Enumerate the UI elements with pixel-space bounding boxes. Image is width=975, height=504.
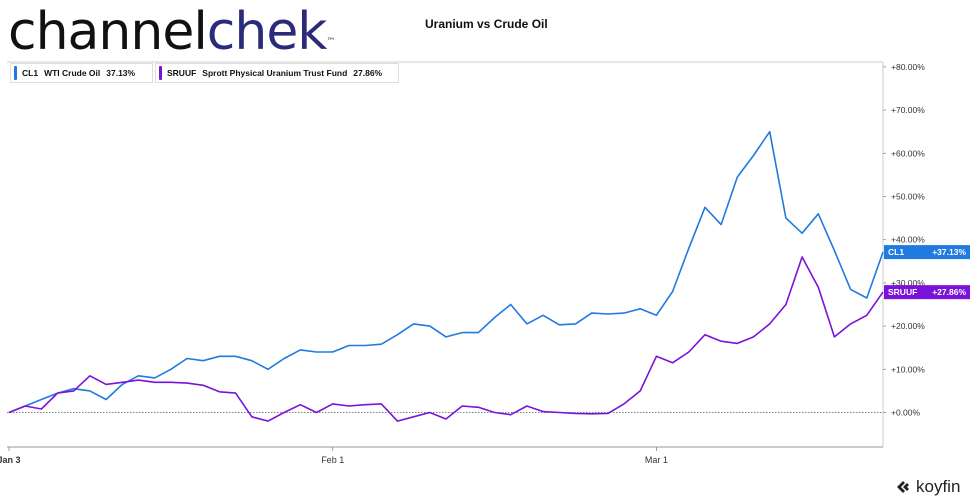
series-line-cl1 [8,130,884,414]
end-label-bg [884,285,970,300]
chart-title: Uranium vs Crude Oil [425,17,548,31]
channelchek-logo: channelchek™ [8,2,335,62]
x-tick-label: Jan 3 [0,455,21,465]
legend-value-sruuf: 27.86% [353,68,383,78]
y-tick-label: +10.00% [891,364,925,374]
legend-name-cl1: WTI Crude Oil [44,68,101,78]
y-tick-label: +70.00% [891,105,925,115]
y-tick-label: +40.00% [891,235,925,245]
y-tick-label: +0.00% [891,408,921,418]
koyfin-brand: koyfin [895,477,960,497]
end-label-cl1: CL1 +37.13% [884,245,970,260]
end-label-value: +37.13% [932,247,966,257]
end-label-sruuf: SRUUF +27.86% [884,285,970,300]
legend-name-sruuf: Sprott Physical Uranium Trust Fund [202,68,348,78]
x-tick-label: Mar 1 [645,455,668,465]
x-tick-label: Feb 1 [321,455,344,465]
legend-ticker-cl1: CL1 [22,68,39,78]
legend-swatch-cl1 [14,66,17,80]
end-label-ticker: SRUUF [888,287,917,297]
brand-name: koyfin [916,477,961,496]
y-tick-label: +60.00% [891,148,925,158]
legend-item-sruuf[interactable]: SRUUF Sprott Physical Uranium Trust Fund… [155,63,399,83]
koyfin-logo-icon [897,481,909,493]
legend-swatch-sruuf [159,66,162,80]
end-label-value: +27.86% [932,287,966,297]
legend-item-cl1[interactable]: CL1 WTI Crude Oil 37.13% [10,63,153,83]
legend-value-cl1: 37.13% [106,68,136,78]
y-tick-label: +80.00% [891,62,925,72]
end-label-bg [884,245,970,260]
y-tick-label: +50.00% [891,192,925,202]
y-tick-label: +20.00% [891,321,925,331]
y-tick-label: +30.00% [891,278,925,288]
series-line-sruuf [8,256,884,422]
legend-ticker-sruuf: SRUUF [167,68,197,78]
end-label-ticker: CL1 [888,247,904,257]
